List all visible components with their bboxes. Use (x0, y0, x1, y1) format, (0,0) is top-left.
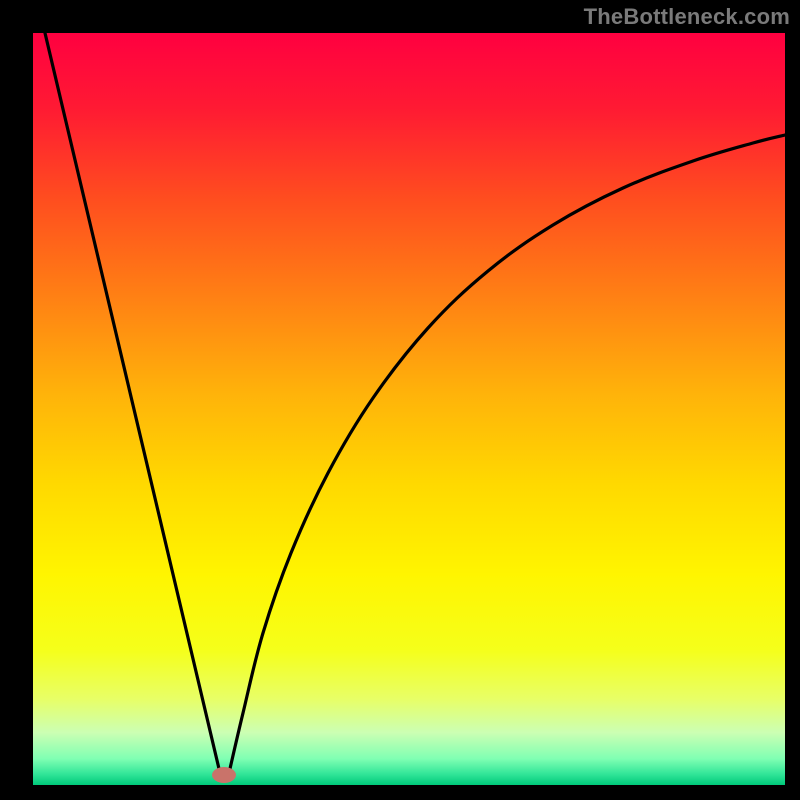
watermark-text: TheBottleneck.com (584, 4, 790, 30)
minimum-marker (212, 767, 236, 783)
plot-area (33, 33, 785, 785)
chart-container: TheBottleneck.com (0, 0, 800, 800)
bottleneck-curve (45, 33, 785, 773)
curve-layer (33, 33, 785, 785)
